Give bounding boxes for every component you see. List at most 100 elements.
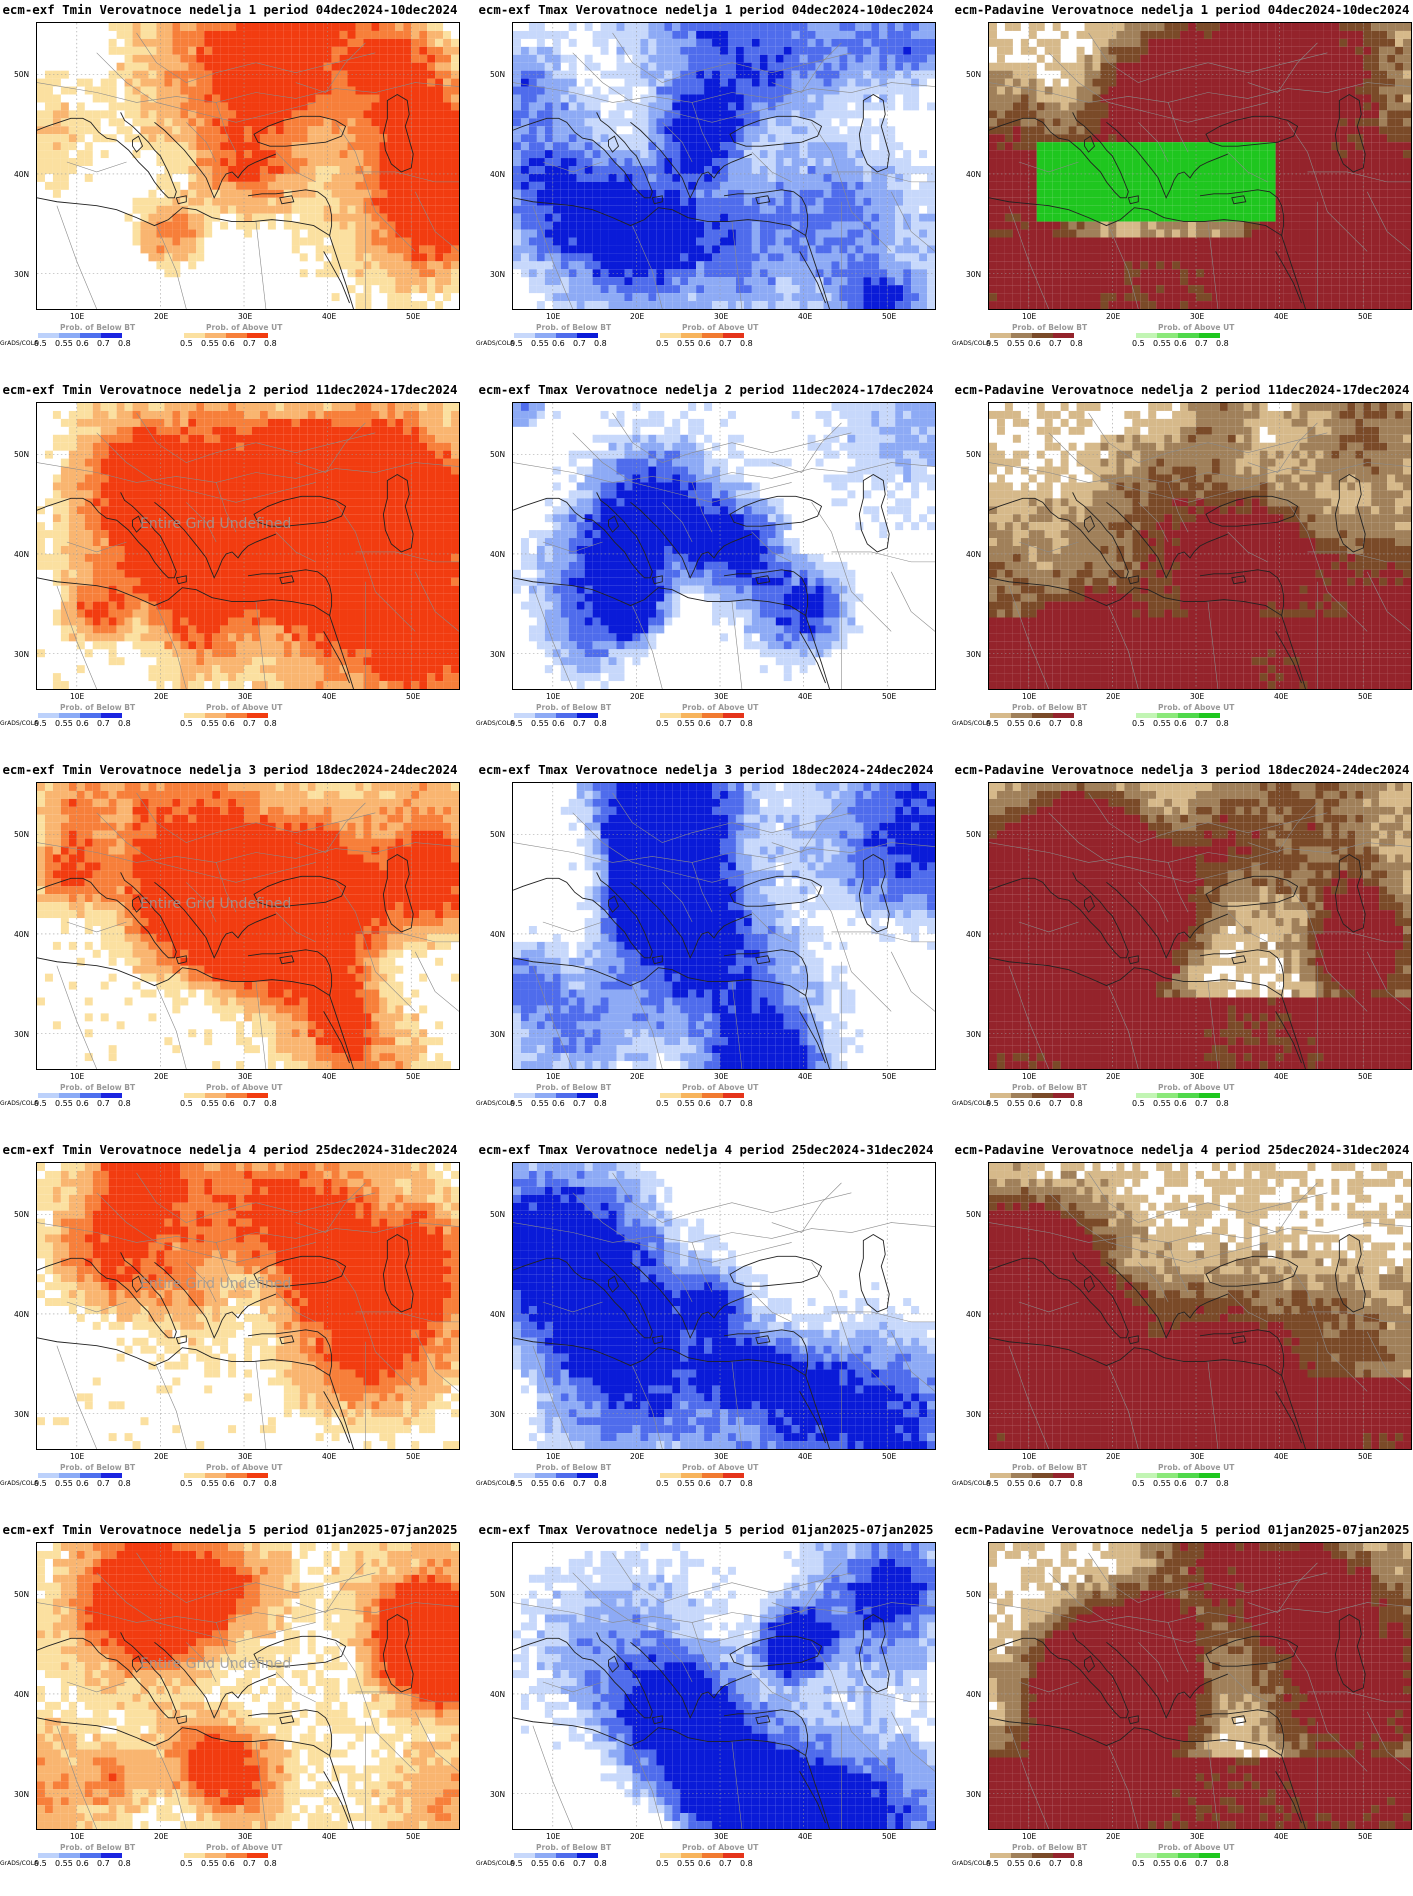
colorbar-swatch: [80, 333, 101, 338]
colorbar-level: 0.5: [656, 1099, 669, 1108]
colorbar-title: Prob. of Below BT: [60, 703, 135, 712]
map-svg: [513, 23, 935, 309]
colorbar-swatch: [702, 1093, 723, 1098]
colorbar-level: 0.5: [510, 1479, 523, 1488]
colorbar-level: 0.6: [222, 339, 235, 348]
x-tick-label: 30E: [714, 1072, 728, 1081]
colorbar-level: 0.55: [531, 1479, 549, 1488]
x-tick-label: 50E: [882, 312, 896, 321]
colorbar-swatch: [101, 333, 122, 338]
panel-title: ecm-exf Tmin Verovatnoce nedelja 4 perio…: [0, 1140, 460, 1160]
colorbar-swatch: [80, 713, 101, 718]
colorbar-swatch: [1157, 1853, 1178, 1858]
colorbar-level: 0.7: [1195, 719, 1208, 728]
y-tick-label: 50N: [14, 70, 29, 79]
colorbar-level: 0.6: [1174, 339, 1187, 348]
forecast-panel: ecm-exf Tmax Verovatnoce nedelja 1 perio…: [476, 0, 936, 376]
map-svg: [513, 403, 935, 689]
x-tick-label: 20E: [154, 692, 168, 701]
y-tick-label: 50N: [14, 450, 29, 459]
colorbar-title: Prob. of Above UT: [1158, 1843, 1234, 1852]
colorbar-level: 0.7: [97, 1099, 110, 1108]
x-tick-label: 50E: [406, 1832, 420, 1841]
colorbar-level: 0.7: [97, 1479, 110, 1488]
colorbar-level: 0.7: [1049, 1099, 1062, 1108]
colorbar-swatch: [205, 1093, 226, 1098]
colorbar-title: Prob. of Above UT: [682, 1843, 758, 1852]
colorbar-swatch: [702, 1853, 723, 1858]
x-tick-label: 40E: [322, 1072, 336, 1081]
colorbar-level: 0.5: [510, 719, 523, 728]
x-tick-label: 50E: [882, 1832, 896, 1841]
colorbar-level: 0.55: [1007, 339, 1025, 348]
x-tick-label: 30E: [1190, 1832, 1204, 1841]
panel-title: ecm-Padavine Verovatnoce nedelja 2 perio…: [952, 380, 1412, 400]
x-tick-label: 30E: [238, 1832, 252, 1841]
map-svg: [37, 1543, 459, 1829]
colorbar-level: 0.5: [180, 1479, 193, 1488]
x-tick-label: 10E: [70, 1072, 84, 1081]
x-tick-label: 50E: [1358, 1832, 1372, 1841]
x-tick-label: 10E: [546, 1072, 560, 1081]
colorbar-level: 0.6: [698, 719, 711, 728]
x-tick-label: 10E: [546, 1452, 560, 1461]
panel-title: ecm-Padavine Verovatnoce nedelja 4 perio…: [952, 1140, 1412, 1160]
y-tick-label: 30N: [966, 270, 981, 279]
map-plot: [988, 1542, 1412, 1830]
colorbar-swatch: [535, 1473, 556, 1478]
colorbar-level: 0.8: [264, 1859, 277, 1868]
y-tick-label: 50N: [490, 1590, 505, 1599]
y-tick-label: 30N: [490, 270, 505, 279]
x-tick-label: 10E: [1022, 312, 1036, 321]
colorbar-level: 0.8: [594, 339, 607, 348]
colorbar-level: 0.8: [264, 339, 277, 348]
x-tick-label: 40E: [322, 1832, 336, 1841]
colorbar-level: 0.55: [55, 719, 73, 728]
colorbar-level: 0.5: [510, 1859, 523, 1868]
x-tick-label: 30E: [1190, 1452, 1204, 1461]
colorbar-level: 0.6: [222, 719, 235, 728]
map-svg: [37, 23, 459, 309]
y-tick-label: 30N: [14, 1030, 29, 1039]
colorbar-swatch: [38, 1093, 59, 1098]
colorbar-level: 0.7: [719, 719, 732, 728]
colorbar-swatch: [723, 1093, 744, 1098]
colorbar-swatch: [101, 1853, 122, 1858]
panel-title: ecm-exf Tmax Verovatnoce nedelja 4 perio…: [476, 1140, 936, 1160]
colorbar-swatch: [59, 1853, 80, 1858]
colorbar-level: 0.7: [719, 1099, 732, 1108]
colorbar-swatch: [1032, 1853, 1053, 1858]
colorbar-swatch: [702, 1473, 723, 1478]
colorbar-title: Prob. of Above UT: [682, 703, 758, 712]
panel-title: ecm-exf Tmax Verovatnoce nedelja 5 perio…: [476, 1520, 936, 1540]
colorbar-level: 0.7: [1195, 1479, 1208, 1488]
y-tick-label: 30N: [966, 1790, 981, 1799]
colorbar-level: 0.6: [1028, 339, 1041, 348]
x-tick-label: 30E: [1190, 692, 1204, 701]
colorbar-swatch: [184, 1853, 205, 1858]
colorbar-level: 0.55: [201, 1479, 219, 1488]
colorbar-title: Prob. of Above UT: [206, 703, 282, 712]
colorbar-swatch: [1011, 1093, 1032, 1098]
colorbar-level: 0.7: [719, 339, 732, 348]
map-svg: [989, 403, 1411, 689]
colorbar-title: Prob. of Below BT: [536, 1083, 611, 1092]
forecast-panel: ecm-exf Tmax Verovatnoce nedelja 3 perio…: [476, 760, 936, 1136]
colorbar-swatch: [1011, 713, 1032, 718]
colorbar-swatch: [1032, 713, 1053, 718]
colorbar-swatch: [1178, 713, 1199, 718]
colorbar-level: 0.7: [1049, 339, 1062, 348]
panel-title: ecm-exf Tmin Verovatnoce nedelja 1 perio…: [0, 0, 460, 20]
x-tick-label: 40E: [1274, 1072, 1288, 1081]
x-tick-label: 10E: [546, 312, 560, 321]
colorbar-swatch: [101, 713, 122, 718]
